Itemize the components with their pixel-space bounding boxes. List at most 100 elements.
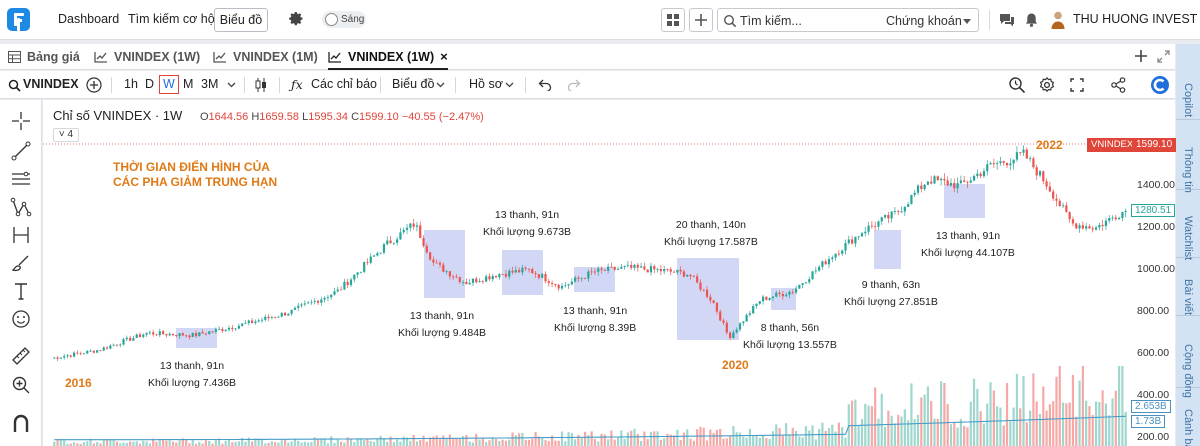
nav-opportunity-search[interactable]: Tìm kiếm cơ hội [128,12,218,26]
search-box[interactable]: Tìm kiếm... Chứng khoán [717,8,979,32]
copilot-logo-icon[interactable] [1150,75,1170,95]
share-icon[interactable] [1111,77,1126,93]
collapse-indicators-button[interactable]: ˅ 4 [53,128,79,142]
search-scope-select[interactable]: Chứng khoán [886,14,962,28]
volume-bar [316,439,320,446]
volume-bar [376,438,379,446]
emoji-icon[interactable] [10,308,32,330]
app-logo-icon[interactable] [7,8,30,31]
trend-line-icon[interactable] [10,140,32,162]
bell-icon[interactable] [1024,12,1039,28]
chart-type-button[interactable]: Biểu đồ [392,77,435,91]
candle-body [930,181,933,184]
candle-body [633,264,636,268]
volume-bar [138,443,142,446]
side-tab-info[interactable]: Thông tin [1176,120,1200,192]
tab-vnindex-1w[interactable]: VNINDEX (1W) [94,44,200,70]
text-tool-icon[interactable] [10,280,32,302]
candle-body [956,183,959,189]
brush-icon[interactable] [10,252,32,274]
volume-bar [504,440,508,446]
ruler-icon[interactable] [10,345,32,367]
annotation-bars: 20 thanh, 140n [675,219,746,231]
interval-w-selected[interactable]: W [159,75,179,94]
layout-grid-button[interactable] [661,8,685,32]
price-chart[interactable]: Chỉ số VNINDEX · 1W O1644.56 H1659.58 L1… [43,100,1177,446]
y-tick-600: 600.00 [1137,347,1170,359]
candle-body [860,233,864,237]
candle-body [550,283,554,284]
nav-dashboard[interactable]: Dashboard [58,12,120,26]
zoom-in-icon[interactable] [10,374,32,396]
side-tab-articles[interactable]: Bài viết [1176,258,1200,316]
interval-1h[interactable]: 1h [124,77,138,91]
candle-body [623,265,626,267]
candle-body [461,281,465,283]
candle-body [702,289,705,291]
compare-plus-icon[interactable] [86,77,102,93]
add-button[interactable] [689,8,713,32]
side-tab-watchlist[interactable]: Watchlist [1176,190,1200,260]
volume-bar [926,386,930,446]
candle-body [363,262,366,272]
side-tab-copilot[interactable]: Copilot [1176,62,1200,120]
candle-body [735,329,738,333]
side-tab-alerts[interactable]: Cảnh báo [1176,388,1200,446]
symbol-search-icon[interactable] [8,79,21,92]
tab-vnindex-1m[interactable]: VNINDEX (1M) [213,44,318,70]
y-tick-800: 800.00 [1137,305,1170,317]
tab-price-board[interactable]: Bảng giá [8,44,80,70]
close-tab-icon[interactable]: × [440,49,448,64]
nav-chart-button[interactable]: Biểu đồ [214,8,268,32]
avatar[interactable] [1050,10,1066,30]
theme-toggle[interactable]: Sáng [322,11,366,28]
candle-body [531,268,534,274]
volume-bars [53,366,1127,446]
phase-box-2021 [874,230,901,269]
user-name[interactable]: THU HUONG INVEST [1073,12,1198,26]
magnet-icon[interactable] [10,412,32,434]
interval-m[interactable]: M [183,77,194,91]
interval-3m[interactable]: 3M [201,77,219,91]
measure-range-icon[interactable] [10,224,32,246]
expand-icon[interactable] [1157,50,1170,63]
search-input[interactable]: Tìm kiếm... [740,14,802,28]
volume-bar [715,429,719,446]
candle-body [514,270,517,273]
candle-body [409,223,412,228]
high-label: H [251,111,260,123]
volume-bar [719,428,722,446]
candle-body [330,294,333,298]
volume-bar [794,430,798,446]
volume-bar [188,443,191,446]
chart-settings-gear-icon[interactable] [1038,76,1056,94]
tab-vnindex-1w-active[interactable]: VNINDEX (1W) × [328,44,448,70]
settings-gear-icon[interactable] [288,11,305,28]
candle-body [359,271,362,273]
candle-body [508,270,511,277]
chart-canvas[interactable] [43,100,1175,446]
volume-bar [1101,390,1104,446]
new-tab-plus-icon[interactable] [1134,49,1148,63]
chat-icon[interactable] [999,12,1015,28]
search-time-icon[interactable] [1008,76,1026,94]
crosshair-icon[interactable] [10,110,32,132]
volume-bar [56,439,59,446]
chevron-down-icon[interactable] [227,81,236,89]
fullscreen-icon[interactable] [1070,78,1084,92]
profile-button[interactable]: Hồ sơ [469,77,503,91]
indicators-button[interactable]: Các chỉ báo [311,77,378,91]
side-tab-community[interactable]: Cộng đồng [1176,316,1200,397]
volume-bar [369,440,372,446]
chevron-down-icon [505,82,514,88]
pattern-icon[interactable] [10,196,32,218]
candles-icon[interactable] [254,77,268,93]
undo-icon[interactable] [538,79,552,91]
volume-bar [112,439,115,446]
redo-icon[interactable] [567,79,581,91]
candle-body [972,175,976,181]
symbol-input[interactable]: VNINDEX [23,77,79,91]
horizontal-lines-icon[interactable] [10,168,32,190]
interval-d[interactable]: D [145,77,155,91]
candle-body [125,337,128,340]
